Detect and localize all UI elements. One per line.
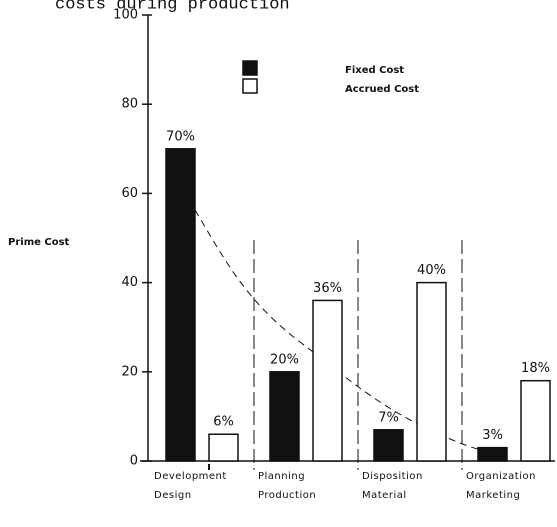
value-label: 40%	[417, 263, 446, 278]
trend-curve	[194, 209, 496, 454]
value-label: 36%	[313, 281, 342, 296]
value-label: 6%	[213, 415, 234, 430]
legend-label: Fixed Cost	[345, 65, 404, 76]
y-tick-label: 20	[121, 364, 138, 379]
chart-title: costs during production	[55, 0, 290, 14]
legend-swatch	[242, 60, 258, 76]
value-label: 18%	[521, 361, 550, 376]
bar	[165, 148, 196, 462]
y-tick-label: 60	[121, 186, 138, 201]
x-tick-label: Marketing	[466, 490, 520, 501]
bar	[520, 379, 551, 462]
bar	[312, 299, 343, 462]
bar	[416, 281, 447, 462]
x-tick-label: Organization	[466, 471, 536, 482]
legend-label: Accrued Cost	[345, 84, 419, 95]
x-tick-label: Development	[154, 471, 227, 482]
legend-swatch	[242, 78, 258, 94]
bar	[373, 429, 404, 462]
value-label: 70%	[166, 129, 195, 144]
y-axis-label: Prime Cost	[8, 237, 70, 248]
x-tick-label: Material	[362, 490, 407, 501]
x-tick-label: Production	[258, 490, 316, 501]
y-tick-label: 40	[121, 275, 138, 290]
value-label: 7%	[378, 410, 399, 425]
bar	[208, 433, 239, 462]
x-tick-label: Planning	[258, 471, 305, 482]
x-tick-label: Disposition	[362, 471, 423, 482]
y-tick-label: 100	[113, 8, 138, 23]
y-tick-label: 80	[121, 97, 138, 112]
bar	[269, 371, 300, 462]
value-label: 20%	[270, 352, 299, 367]
y-tick-label: 0	[130, 454, 138, 469]
x-tick-label: Design	[154, 490, 192, 501]
value-label: 3%	[482, 428, 503, 443]
bar	[477, 446, 508, 462]
